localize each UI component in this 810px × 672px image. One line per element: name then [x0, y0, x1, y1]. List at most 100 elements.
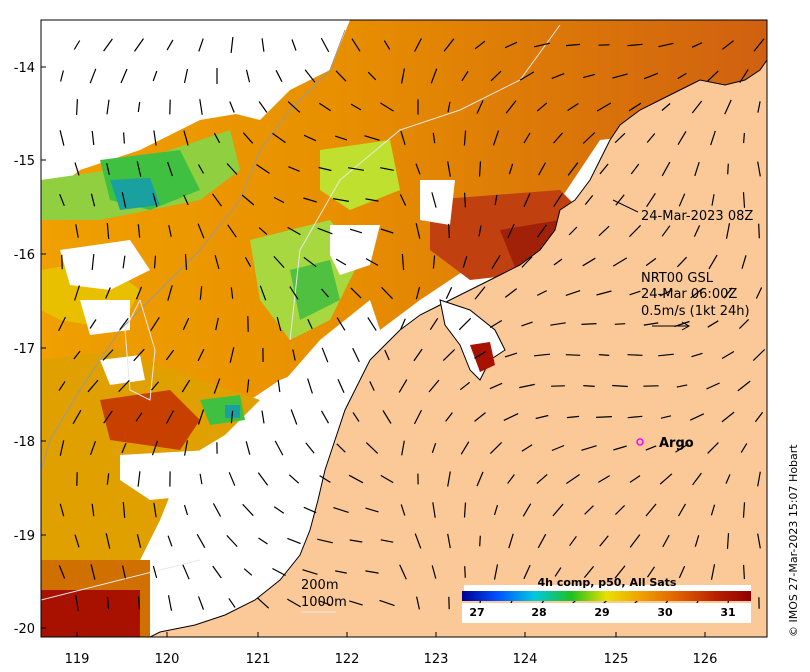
current-vector — [614, 132, 626, 144]
current-vector — [59, 193, 65, 207]
current-vector — [348, 474, 364, 484]
colorbar: 4h comp, p50, All Sats 27 28 29 30 31 — [462, 576, 751, 623]
current-vector — [740, 443, 748, 453]
current-vector — [676, 256, 688, 268]
current-vector — [658, 353, 674, 357]
current-vector — [678, 193, 686, 207]
current-vector — [106, 596, 110, 610]
current-vector — [737, 380, 751, 392]
current-vector — [445, 286, 453, 300]
current-vector — [415, 223, 421, 239]
current-vector — [277, 379, 281, 393]
current-vector — [447, 471, 451, 487]
current-vector — [288, 166, 300, 172]
map-frame — [40, 19, 768, 638]
current-vector — [565, 43, 581, 47]
current-vector — [335, 258, 347, 266]
current-vector — [135, 286, 143, 300]
current-vector — [245, 441, 251, 455]
current-vector — [153, 130, 157, 146]
current-vector — [614, 565, 626, 579]
current-vector — [213, 132, 221, 144]
current-vector — [523, 564, 531, 580]
current-vector — [676, 384, 688, 388]
current-vector — [554, 567, 562, 577]
current-vector — [318, 166, 332, 172]
colorbar-tick: 29 — [594, 606, 609, 619]
current-vector — [89, 440, 97, 456]
current-vector — [416, 596, 420, 610]
current-vector — [599, 535, 609, 547]
current-vector — [442, 348, 456, 362]
current-vector — [334, 135, 348, 141]
current-vector — [478, 225, 482, 237]
current-vector — [150, 381, 160, 391]
current-vector — [662, 534, 670, 548]
current-vector — [567, 162, 579, 176]
current-vector — [74, 285, 80, 301]
current-vector — [646, 192, 656, 208]
current-vector — [74, 162, 80, 176]
current-vector — [742, 502, 746, 518]
current-vector — [122, 565, 126, 579]
current-vector — [489, 382, 503, 390]
current-vector — [659, 473, 673, 485]
current-vector — [305, 442, 315, 454]
current-vector — [597, 475, 611, 483]
current-vector — [505, 100, 517, 114]
current-vector — [448, 223, 450, 239]
current-vector — [321, 288, 329, 298]
current-vector — [337, 379, 345, 393]
current-vector — [152, 193, 158, 207]
current-vector — [694, 535, 700, 547]
current-vector — [629, 475, 641, 483]
current-vector — [273, 506, 285, 514]
current-vector — [166, 39, 174, 51]
current-vector — [199, 99, 203, 115]
current-vector — [183, 194, 189, 206]
current-vector — [490, 70, 502, 82]
current-vector — [753, 38, 765, 52]
current-vector — [288, 474, 300, 484]
current-vector — [464, 566, 466, 578]
isobath-1000m — [41, 24, 561, 601]
current-vector — [584, 505, 594, 515]
current-vector — [598, 354, 610, 356]
current-vector — [492, 130, 500, 146]
current-vector — [627, 354, 643, 356]
current-vector — [581, 323, 597, 325]
current-vector — [428, 379, 440, 393]
current-vector — [317, 538, 333, 544]
current-vector — [447, 161, 451, 177]
current-vector — [321, 347, 329, 363]
current-vector — [307, 378, 313, 394]
current-vector — [534, 353, 550, 357]
current-vector — [259, 285, 267, 301]
current-vector — [692, 472, 702, 486]
current-vector — [197, 348, 205, 362]
current-vector — [522, 503, 532, 517]
current-vector — [182, 564, 190, 580]
no-data-gaps — [41, 20, 455, 610]
current-vector — [757, 533, 761, 549]
current-vector — [73, 40, 81, 50]
current-vector — [335, 70, 347, 82]
current-vector — [581, 445, 597, 451]
current-vector — [645, 503, 657, 517]
current-vector — [707, 442, 719, 454]
current-vector — [292, 349, 296, 361]
isobath-200m — [41, 29, 346, 471]
current-vector — [320, 37, 330, 53]
current-vector — [60, 70, 64, 82]
current-vector — [432, 255, 436, 269]
current-vector — [261, 38, 265, 52]
current-vector — [106, 99, 110, 115]
current-vector — [380, 102, 394, 112]
current-vector — [432, 502, 436, 518]
current-vector — [181, 379, 191, 393]
current-vector — [721, 350, 735, 360]
current-vector — [106, 163, 110, 175]
current-vector — [102, 349, 114, 361]
current-vector — [276, 316, 282, 332]
current-vector — [489, 441, 503, 455]
